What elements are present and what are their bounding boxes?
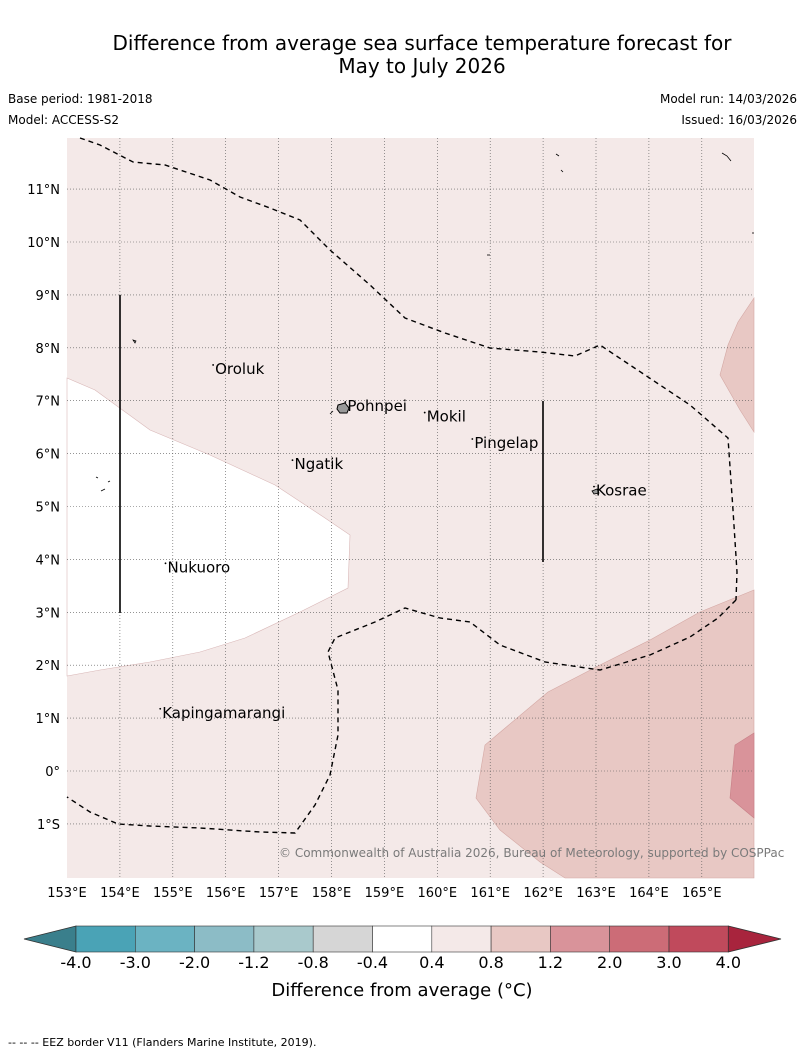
lon-tick-label: 153°E [47,886,87,901]
lon-tick-label: 157°E [259,886,299,901]
kosrae-island [591,488,600,495]
place-marker [164,562,167,565]
lat-tick-label: 2°N [36,659,61,674]
lon-tick-label: 156°E [206,886,246,901]
colorbar-tick-label: -3.0 [119,953,151,972]
colorbar-segment [431,925,492,953]
lon-tick-label: 154°E [100,886,140,901]
axis-ticks: 153°E 154°E 155°E 156°E 157°E 158°E 159°E 160°E… [27,183,721,901]
place-marker [423,411,426,414]
eez-footnote: -- -- -- EEZ border V11 (Flanders Marine… [8,1036,317,1049]
colorbar-segment [490,925,551,953]
map-title: Difference from average sea surface temp… [0,32,804,78]
colorbar-segment [253,925,314,953]
strong-anomaly-region [729,732,755,819]
issued-date: Issued: 16/03/2026 [681,113,797,127]
place-label: Pohnpei [347,397,407,415]
place-label: Oroluk [215,360,264,378]
place-marker [159,707,162,710]
islet [555,152,732,173]
lat-tick-label: 9°N [36,289,61,304]
lat-tick-label: 10°N [27,236,60,251]
lon-tick-label: 160°E [418,886,458,901]
model-run: Model run: 14/03/2026 [659,92,797,106]
lat-tick-label: 6°N [36,448,61,463]
colorbar-tick-label: 3.0 [656,953,682,972]
lat-tick-label: 5°N [36,501,61,516]
islet [329,410,334,415]
place-marker [212,364,215,366]
lat-tick-label: 1°N [36,712,61,727]
place-label: Nukuoro [168,558,231,576]
colorbar-segment [668,925,729,953]
neutral-anomaly-region [66,377,351,677]
pohnpei-island [336,402,350,414]
place-marker [593,485,595,488]
place-label: Mokil [427,408,466,426]
place-label: Pingelap [474,434,538,452]
lon-tick-label: 165°E [682,886,722,901]
lat-tick-label: 3°N [36,606,61,621]
lat-tick-label: 4°N [36,553,61,568]
colorbar-extend-low [23,925,77,953]
colorbar-tick-label: 4.0 [715,953,742,972]
colorbar-segment [372,925,433,953]
place-marker [291,459,294,462]
colorbar-segment [609,925,670,953]
lat-tick-label: 11°N [27,183,60,198]
colorbar-segment [135,925,195,953]
colorbar-tick-label: 0.4 [419,953,445,972]
eez-border-south [66,599,737,834]
colorbar-title: Difference from average (°C) [271,980,533,1001]
place-marker [344,401,347,403]
colorbar-tick-label: 1.2 [537,953,564,972]
model-name: Model: ACCESS-S2 [8,113,120,127]
copyright-notice: © Commonwealth of Australia 2026, Bureau… [279,846,784,860]
lon-tick-label: 158°E [312,886,352,901]
lat-tick-label: 7°N [36,395,61,410]
colorbar [23,925,782,953]
colorbar-segment [550,925,611,953]
colorbar-tick-label: -1.2 [238,953,270,972]
colorbar-segment [75,925,136,953]
colorbar-tick-label: -0.4 [356,953,389,972]
warm-anomaly-region-se [475,589,755,879]
title-line-2: May to July 2026 [338,54,506,78]
lat-tick-label: 1°S [37,818,60,833]
place-label: Kapingamarangi [162,704,285,722]
warm-anomaly-region-e [719,297,755,434]
colorbar-tick-label: -0.8 [297,953,329,972]
lon-tick-label: 159°E [365,886,405,901]
lon-tick-label: 164°E [629,886,669,901]
place-label: Kosrae [596,482,647,500]
colorbar-extend-high [727,925,782,953]
colorbar-segment [312,925,373,953]
lat-tick-label: 8°N [36,342,61,357]
colorbar-segment [194,925,255,953]
lon-tick-label: 161°E [470,886,510,901]
place-labels: Oroluk Pohnpei Mokil Pingelap Ngatik Kosrae Nu… [159,360,647,722]
lon-tick-label: 163°E [576,886,616,901]
lon-tick-label: 155°E [153,886,193,901]
colorbar-tick-label: -4.0 [60,953,92,972]
colorbar-tick-label: 2.0 [596,953,623,972]
lat-tick-label: 0° [45,765,60,780]
place-label: Ngatik [294,455,343,473]
title-line-1: Difference from average sea surface temp… [112,31,732,55]
base-period: Base period: 1981-2018 [8,92,153,106]
lon-tick-label: 162°E [523,886,563,901]
islet [95,476,111,492]
colorbar-tick-label: 0.8 [478,953,504,972]
colorbar-tick-label: -2.0 [178,953,211,972]
place-marker [471,438,474,440]
islet [132,339,137,344]
